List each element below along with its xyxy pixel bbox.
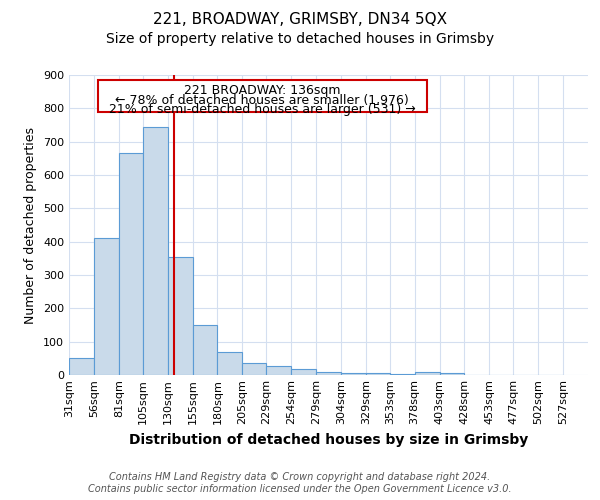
Text: 221, BROADWAY, GRIMSBY, DN34 5QX: 221, BROADWAY, GRIMSBY, DN34 5QX xyxy=(153,12,447,28)
X-axis label: Distribution of detached houses by size in Grimsby: Distribution of detached houses by size … xyxy=(129,432,528,446)
Bar xyxy=(316,372,341,375)
Bar xyxy=(341,374,366,375)
FancyBboxPatch shape xyxy=(98,80,427,112)
Bar xyxy=(119,152,143,375)
Bar xyxy=(415,372,440,375)
Bar xyxy=(143,126,167,375)
Bar xyxy=(94,238,119,375)
Bar xyxy=(440,374,464,375)
Text: 221 BROADWAY: 136sqm: 221 BROADWAY: 136sqm xyxy=(184,84,341,97)
Text: Contains HM Land Registry data © Crown copyright and database right 2024.
Contai: Contains HM Land Registry data © Crown c… xyxy=(88,472,512,494)
Bar xyxy=(217,352,242,375)
Bar xyxy=(291,370,316,375)
Text: ← 78% of detached houses are smaller (1,976): ← 78% of detached houses are smaller (1,… xyxy=(115,94,409,106)
Bar xyxy=(193,325,217,375)
Bar xyxy=(167,256,193,375)
Bar xyxy=(266,366,291,375)
Text: 21% of semi-detached houses are larger (531) →: 21% of semi-detached houses are larger (… xyxy=(109,103,416,116)
Y-axis label: Number of detached properties: Number of detached properties xyxy=(25,126,37,324)
Bar xyxy=(390,374,415,375)
Bar xyxy=(366,374,390,375)
Text: Size of property relative to detached houses in Grimsby: Size of property relative to detached ho… xyxy=(106,32,494,46)
Bar xyxy=(69,358,94,375)
Bar xyxy=(242,362,266,375)
